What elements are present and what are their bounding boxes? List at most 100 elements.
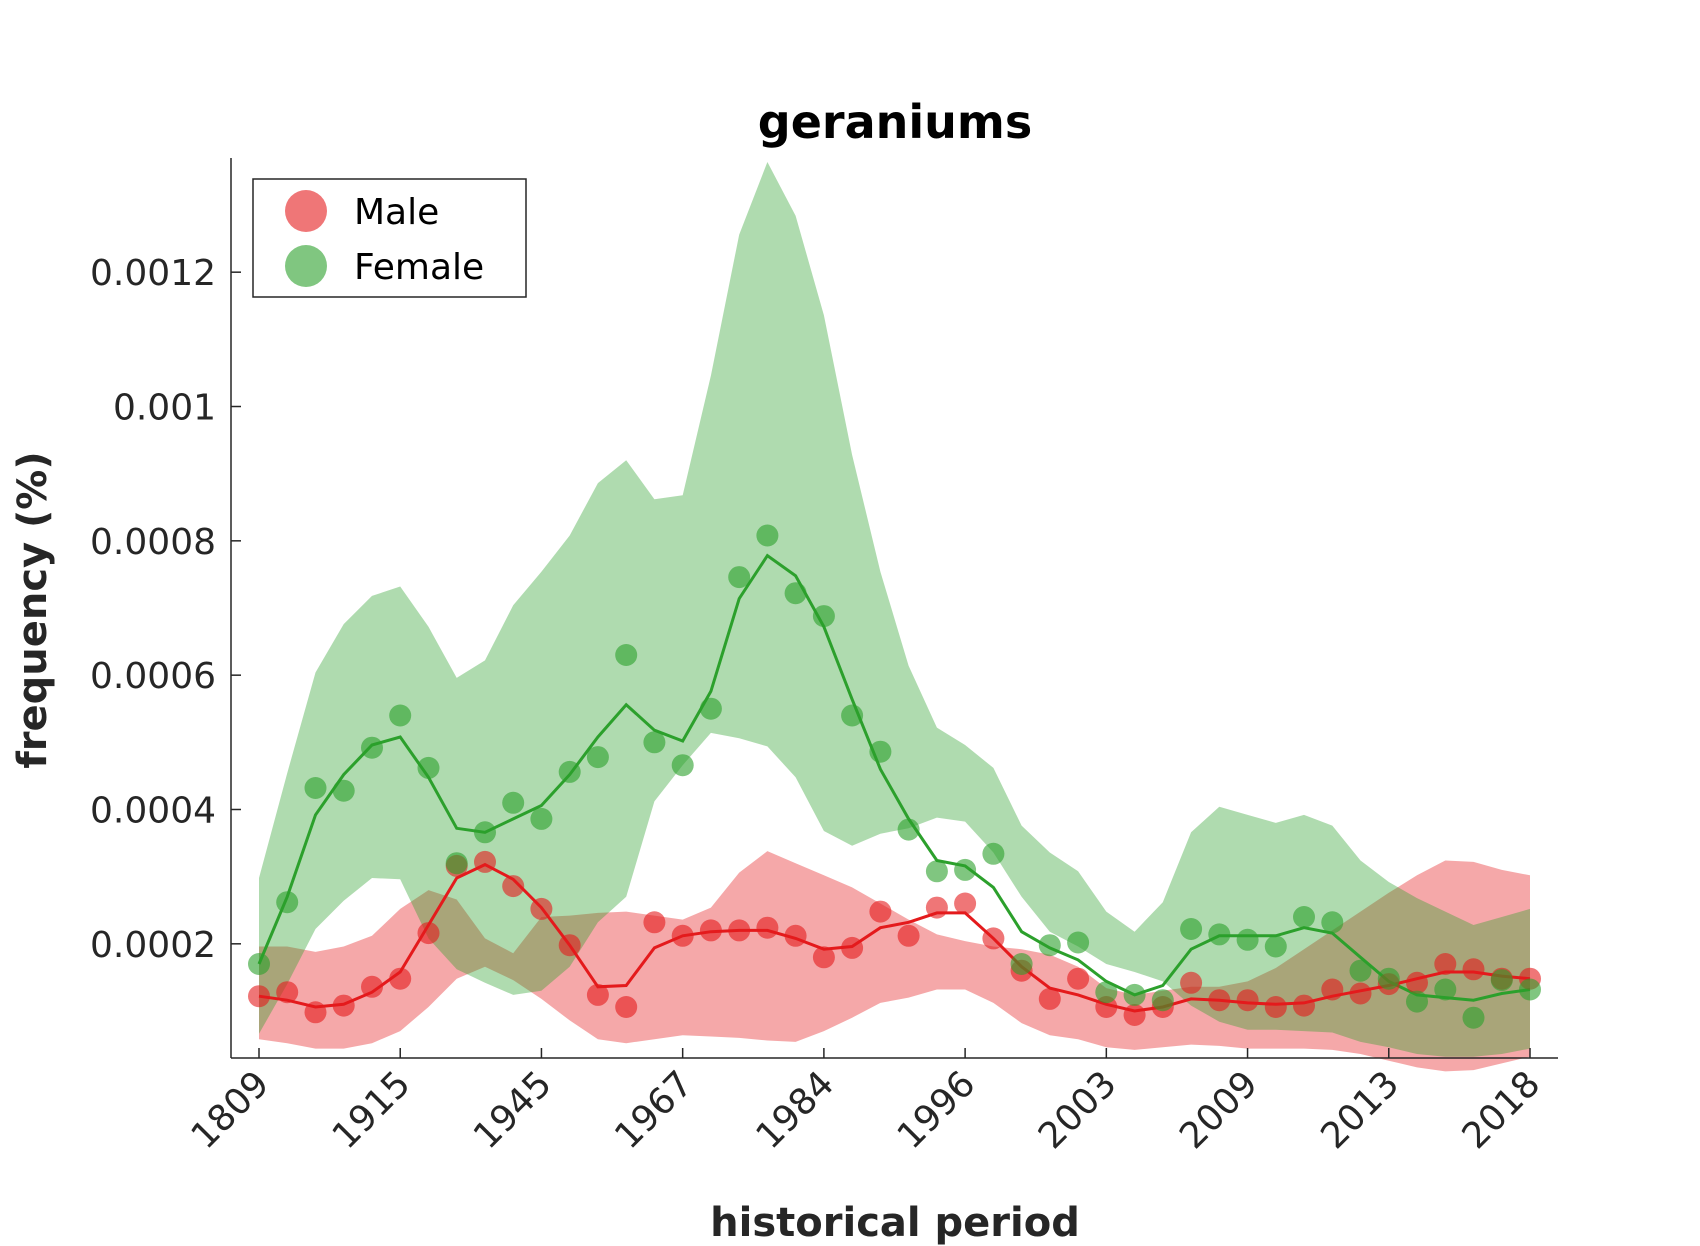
y-tick-label: 0.0006 [90, 656, 216, 697]
y-tick-label: 0.001 [113, 388, 216, 429]
point-male [1067, 967, 1090, 990]
legend-label-male: Male [354, 192, 439, 233]
legend-label-female: Female [354, 247, 484, 288]
point-male [586, 983, 609, 1006]
point-female [615, 644, 638, 666]
point-female [1180, 918, 1203, 940]
legend-marker-female [285, 245, 327, 287]
point-female [558, 760, 581, 783]
point-female [417, 756, 440, 779]
point-male [643, 911, 666, 934]
point-female [925, 860, 948, 883]
point-male [1462, 958, 1485, 981]
x-tick-label: 2018 [1455, 1063, 1549, 1157]
mean-lines [257, 553, 1531, 1013]
legend-marker-male [285, 190, 327, 232]
point-male [530, 897, 553, 920]
band-male [259, 851, 1530, 1072]
point-female [1462, 1006, 1485, 1029]
x-tick-label: 1996 [890, 1063, 984, 1157]
point-female [982, 842, 1005, 865]
point-male [558, 934, 581, 957]
x-tick-label: 2013 [1313, 1063, 1407, 1157]
point-female [784, 582, 807, 605]
point-female [1349, 959, 1372, 982]
point-male [1208, 989, 1231, 1012]
point-male [332, 994, 355, 1017]
band-female [259, 162, 1530, 1057]
axes [230, 158, 1558, 1059]
y-tick-label: 0.0002 [90, 925, 216, 966]
point-female [643, 731, 666, 754]
point-female [1236, 928, 1259, 951]
point-male [1236, 989, 1259, 1012]
point-male [1434, 953, 1457, 975]
point-female [1293, 906, 1315, 928]
point-female [276, 891, 299, 914]
legend: Male Female [252, 178, 527, 298]
point-female [1038, 934, 1061, 957]
point-male [1349, 982, 1372, 1005]
point-female [1264, 935, 1287, 958]
point-female [445, 852, 468, 875]
point-male [248, 985, 270, 1008]
x-tick-label: 1945 [466, 1063, 560, 1157]
point-male [925, 896, 948, 919]
point-male [474, 850, 496, 873]
point-female [1519, 978, 1541, 1001]
point-male [728, 919, 751, 942]
point-male [1264, 996, 1287, 1018]
point-female [332, 779, 355, 802]
point-female [1490, 969, 1513, 992]
point-male [1321, 978, 1344, 1001]
point-male [389, 967, 412, 990]
y-axis-label: frequency (%) [10, 451, 56, 768]
point-male [1038, 987, 1061, 1010]
point-male [841, 936, 864, 959]
point-female [1095, 981, 1118, 1004]
point-male [869, 900, 892, 923]
point-female [389, 704, 412, 727]
chart-title: geraniums [758, 95, 1032, 149]
x-tick-label: 2009 [1172, 1063, 1266, 1157]
confidence-bands [259, 162, 1530, 1072]
point-male [276, 981, 299, 1004]
point-female [586, 746, 609, 769]
mean-line-male [258, 862, 1531, 1013]
x-tick-label: 2003 [1031, 1063, 1125, 1157]
point-female [1010, 953, 1033, 975]
point-female [1123, 983, 1146, 1006]
point-male [1293, 994, 1315, 1017]
point-male [615, 996, 638, 1018]
point-female [502, 791, 525, 814]
point-male [1406, 971, 1428, 994]
point-female [1321, 911, 1344, 934]
point-female [699, 697, 722, 720]
x-ticks: 1809 1915 1945 1967 1984 1996 2003 2009 2013 2018 [184, 1048, 1549, 1157]
point-female [671, 754, 694, 777]
point-female [897, 818, 920, 841]
x-tick-label: 1984 [748, 1063, 842, 1157]
x-axis-label: historical period [710, 1200, 1080, 1246]
point-female [474, 821, 496, 844]
point-female [1377, 967, 1400, 990]
point-female [304, 777, 327, 799]
point-female [1406, 990, 1428, 1013]
y-ticks: 0.0002 0.0004 0.0006 0.0008 0.001 0.0012 [90, 253, 241, 966]
point-female [1208, 923, 1231, 946]
point-male [897, 924, 920, 947]
point-female [1067, 931, 1090, 954]
point-male [304, 1001, 327, 1024]
point-female [841, 704, 864, 727]
y-tick-label: 0.0012 [90, 253, 216, 294]
point-male [417, 922, 440, 945]
point-male [982, 927, 1005, 950]
point-male [784, 924, 807, 947]
point-male [671, 924, 694, 947]
point-female [954, 858, 977, 881]
data-points [248, 524, 1541, 1029]
y-tick-label: 0.0008 [90, 522, 216, 563]
point-male [756, 916, 779, 939]
point-male [1123, 1004, 1146, 1026]
